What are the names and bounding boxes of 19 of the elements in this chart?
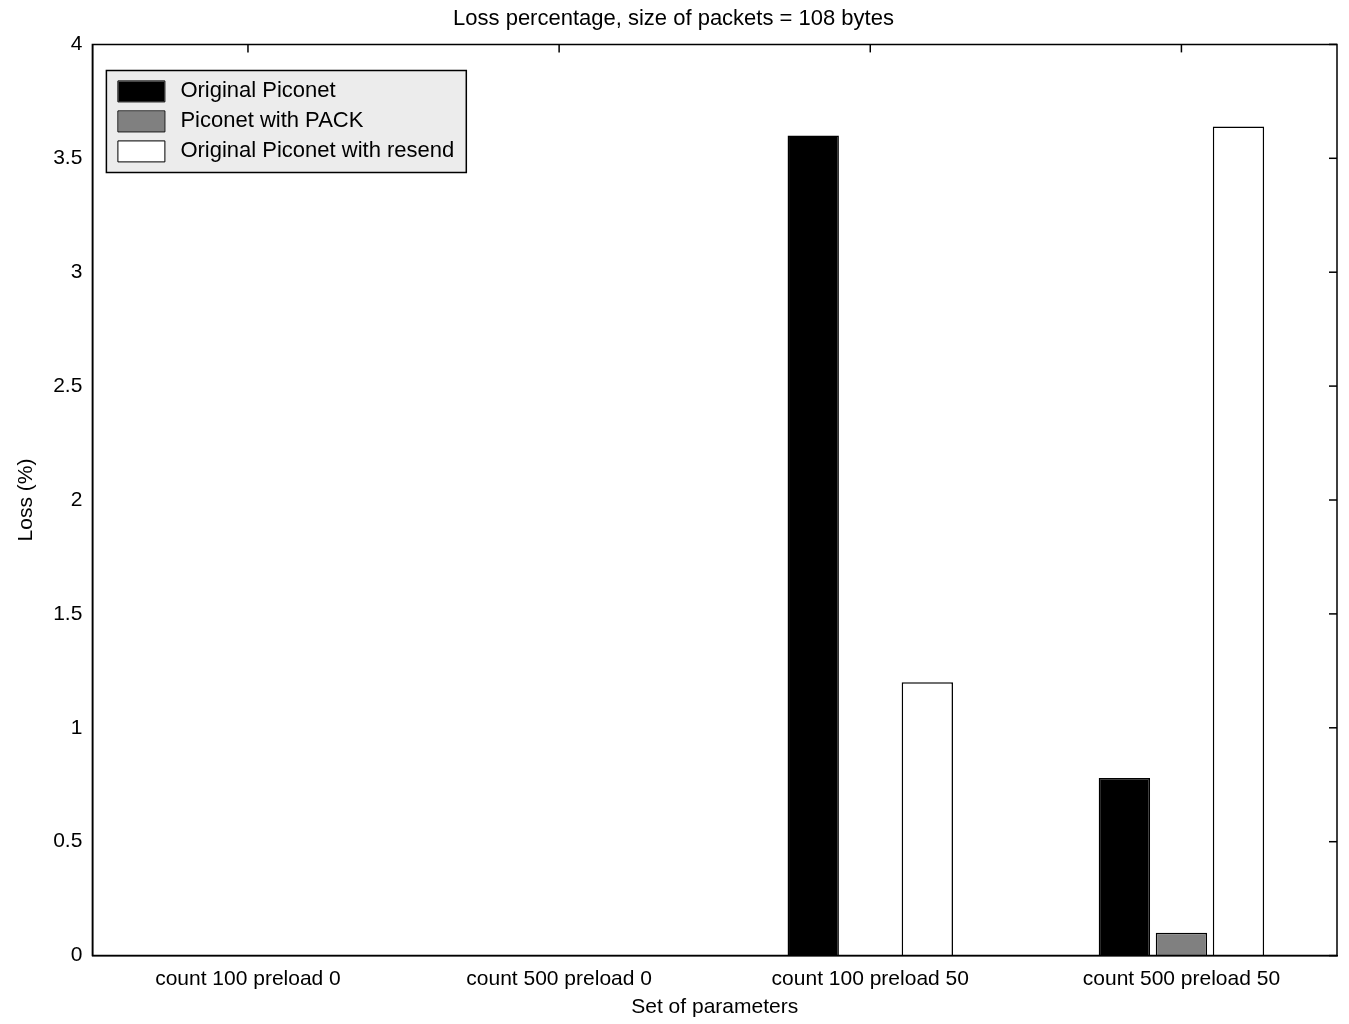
y-tick-label: 0 — [70, 942, 83, 966]
y-tick-label: 4 — [70, 31, 83, 55]
y-axis-title: Loss (%) — [13, 458, 37, 542]
x-tick-label: count 100 preload 0 — [155, 966, 341, 989]
legend-label: Original Piconet — [180, 77, 336, 103]
y-tick-label: 3.5 — [53, 145, 83, 169]
y-tick-label: 0.5 — [53, 828, 83, 852]
x-axis-title: Set of parameters — [631, 994, 799, 1018]
chart-title: Loss percentage, size of packets = 108 bytes — [453, 5, 894, 31]
x-tick-label: count 100 preload 50 — [771, 966, 969, 989]
y-tick-label: 2.5 — [53, 372, 83, 396]
x-tick-label: count 500 preload 0 — [466, 966, 652, 989]
y-tick-label: 3 — [70, 259, 83, 282]
legend-label: Original Piconet with resend — [180, 137, 455, 163]
y-tick-label: 2 — [70, 486, 83, 510]
y-tick-label: 1.5 — [53, 600, 83, 624]
y-tick-label: 1 — [70, 714, 83, 738]
legend-label: Piconet with PACK — [180, 107, 364, 133]
x-tick-label: count 500 preload 50 — [1082, 966, 1281, 989]
